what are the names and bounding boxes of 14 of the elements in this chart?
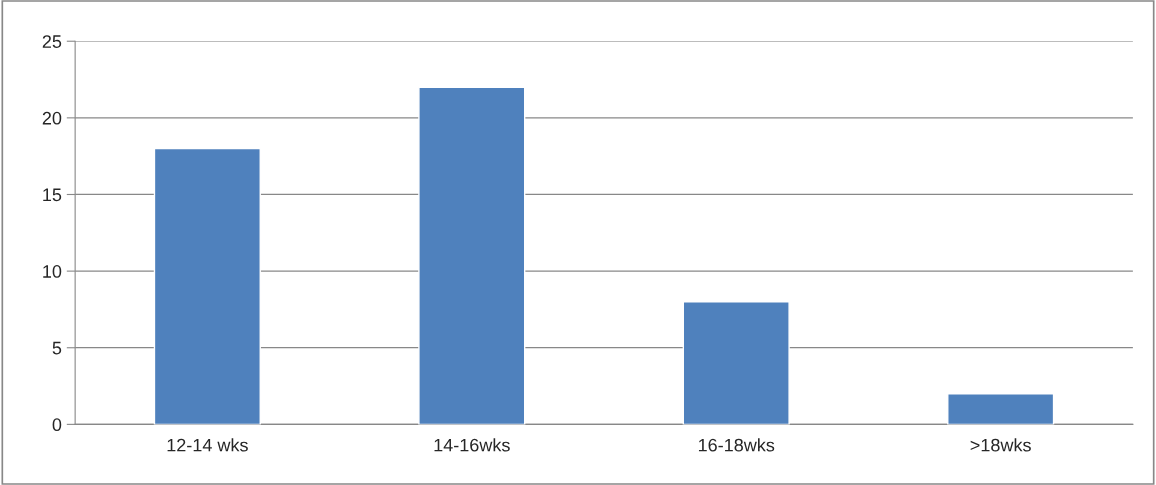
y-tick-label: 20 — [42, 111, 62, 125]
bar — [947, 393, 1055, 425]
y-tick-label: 10 — [43, 265, 62, 278]
y-tick-label: 5 — [52, 341, 62, 355]
bar — [682, 301, 790, 425]
x-tick-label: >18wks — [970, 438, 1031, 452]
x-tick-label: 14-16wks — [434, 438, 510, 452]
bar — [153, 147, 261, 425]
bar — [418, 86, 526, 425]
x-tick-label: 16-18wks — [698, 438, 775, 452]
x-tick-label: 12-14 wks — [167, 438, 248, 452]
y-tick-label: 15 — [43, 188, 62, 202]
y-tick-label: 25 — [42, 35, 62, 48]
y-tick-label: 0 — [52, 418, 62, 432]
